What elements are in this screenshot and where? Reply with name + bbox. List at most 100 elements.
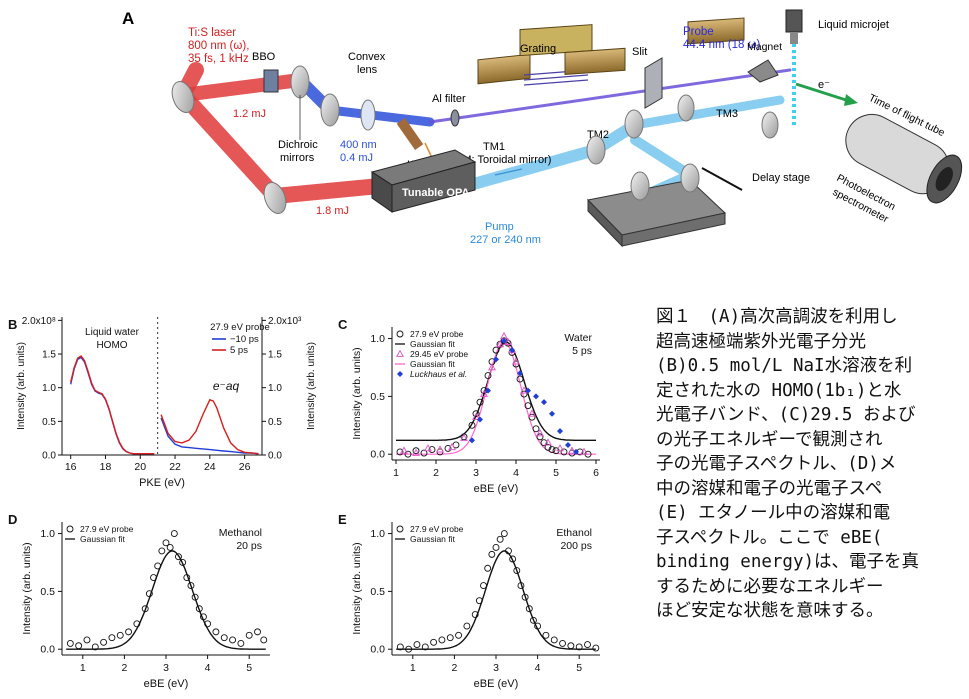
dichroic-label-1: Dichroic [278, 139, 318, 151]
opa-label: Tunable OPA [402, 187, 469, 199]
x-tick-label: 1 [410, 662, 416, 674]
delay-label: Delay stage [752, 172, 810, 184]
x-tick-label: 2 [433, 467, 439, 479]
y-tick-label-left: 2.0x10⁸ [22, 316, 56, 327]
legend-label: 27.9 eV probe [410, 329, 464, 339]
pump-mirror-1 [586, 135, 606, 165]
x-tick-label: 3 [493, 662, 499, 674]
data-point [179, 559, 187, 566]
data-point [116, 631, 124, 639]
y-axis-label-right: Intensity (arb. units) [306, 342, 317, 430]
pump-label-2: 227 or 240 nm [470, 234, 541, 246]
caption-line: 中の溶媒和電子の光電子スペ [656, 478, 883, 499]
y-tick-label-right: 2.0x10³ [268, 316, 302, 327]
x-tick-label: 6 [593, 467, 599, 479]
pump-label-1: Pump [485, 221, 514, 233]
gaussian-fit-line [396, 341, 596, 441]
sample-label: Methanol [219, 527, 262, 539]
data-point [509, 347, 515, 354]
data-point [484, 564, 492, 572]
microjet-label: Liquid microjet [818, 19, 889, 31]
data-point [237, 639, 245, 647]
tm-note-label: (TM: Toroidal mirror) [452, 154, 551, 166]
data-point [488, 363, 496, 371]
electron-arrowhead [844, 94, 858, 106]
data-point [150, 574, 157, 581]
gaussian-fit-line [396, 550, 596, 650]
kr-gas-arrow [424, 142, 433, 159]
caption-line: するために必要なエネルギー [656, 576, 884, 597]
data-point [66, 639, 74, 647]
data-point [413, 641, 421, 649]
data-point [540, 439, 548, 447]
data-point [549, 410, 555, 417]
x-tick-label: 4 [205, 662, 211, 674]
convex-lens [360, 99, 376, 131]
data-point [575, 643, 583, 651]
energy-1p8-label: 1.8 mJ [316, 205, 349, 217]
legend-label: 27.9 eV probe [410, 524, 464, 534]
y-axis-label: Intensity (arb. units) [351, 347, 363, 439]
caption-line: 超高速極端紫外光電子分光 [656, 331, 866, 352]
data-point [405, 645, 413, 653]
y-tick-label-left: 0.0 [42, 451, 56, 462]
delay-arrow [701, 167, 743, 191]
data-point [493, 356, 499, 363]
setup-schematic: A Ti:S laser 800 nm (ω), 35 fs, 1 kHz BB… [122, 9, 963, 248]
data-point [480, 389, 488, 397]
data-point [536, 429, 544, 437]
data-point [254, 628, 261, 636]
data-point [420, 449, 428, 457]
data-point [125, 628, 133, 636]
probe-label-1: Probe [683, 26, 714, 38]
data-point [580, 447, 588, 455]
data-point [396, 448, 404, 456]
data-point [496, 535, 504, 543]
panel-letter: D [8, 512, 17, 527]
legend-title: 27.9 eV probe [210, 322, 270, 333]
y-tick-label: 0.0 [40, 644, 55, 656]
bbo-label: BBO [252, 51, 276, 63]
panel-d-chart: D 0.0 0.5 1.0 1 2 3 4 5 eBE (eV) Intensity (arb. u… [8, 512, 270, 690]
data-point [108, 634, 116, 642]
legend-label: 5 ps [230, 345, 248, 356]
caption-line: の光子エネルギーで観測され [656, 429, 883, 450]
series-triangle [400, 331, 588, 456]
data-point [480, 582, 487, 590]
data-point [525, 387, 531, 394]
y-axis-label: Intensity (arb. units) [351, 542, 363, 634]
pump-mirror-4 [677, 94, 695, 122]
legend-marker-key [396, 525, 404, 533]
x-tick-label: 1 [393, 467, 399, 479]
panel-e-chart: E 0.0 0.5 1.0 1 2 3 4 5 eBE (eV) Intensity (arb. u… [338, 512, 600, 690]
data-point [412, 447, 420, 455]
x-tick-label: 4 [513, 467, 519, 479]
y-tick-label: 1.0 [370, 528, 385, 540]
data-point [541, 399, 547, 406]
figure-caption: 図１ (A)高次高調波を利用し 超高速極端紫外光電子分光 (B)0.5 mol/… [656, 305, 969, 699]
x-tick-label: 24 [204, 461, 216, 473]
steering-mirror-2 [263, 182, 287, 214]
tm3-mirror [687, 17, 745, 45]
y-tick-label: 0.5 [370, 391, 385, 403]
data-point [505, 547, 512, 555]
sample-label: Water [564, 332, 592, 344]
panel-b-chart: B 0.0 0.5 1.0 1.5 2.0x10⁸ 0.0 0.5 1.0 1.5 2.0x10³ 1… [8, 316, 317, 489]
data-point [212, 628, 220, 636]
delay-mirror-1 [630, 171, 650, 201]
data-point [204, 620, 212, 628]
data-point [548, 446, 556, 454]
data-point [170, 530, 178, 538]
data-point [528, 413, 536, 421]
y-tick-label-left: 1.0 [42, 383, 56, 394]
y-tick-label: 0.5 [40, 586, 55, 598]
electron-label: e⁻ [818, 79, 830, 91]
data-point [463, 622, 471, 630]
data-point [471, 611, 479, 618]
y-axis-label-left: Intensity (arb. units) [16, 342, 27, 430]
x-tick-label: 4 [535, 662, 541, 674]
data-point [430, 638, 438, 646]
legend-label: Gaussian fit [410, 339, 456, 349]
data-point [534, 622, 542, 630]
y-tick-label-right: 0.5 [268, 417, 282, 428]
